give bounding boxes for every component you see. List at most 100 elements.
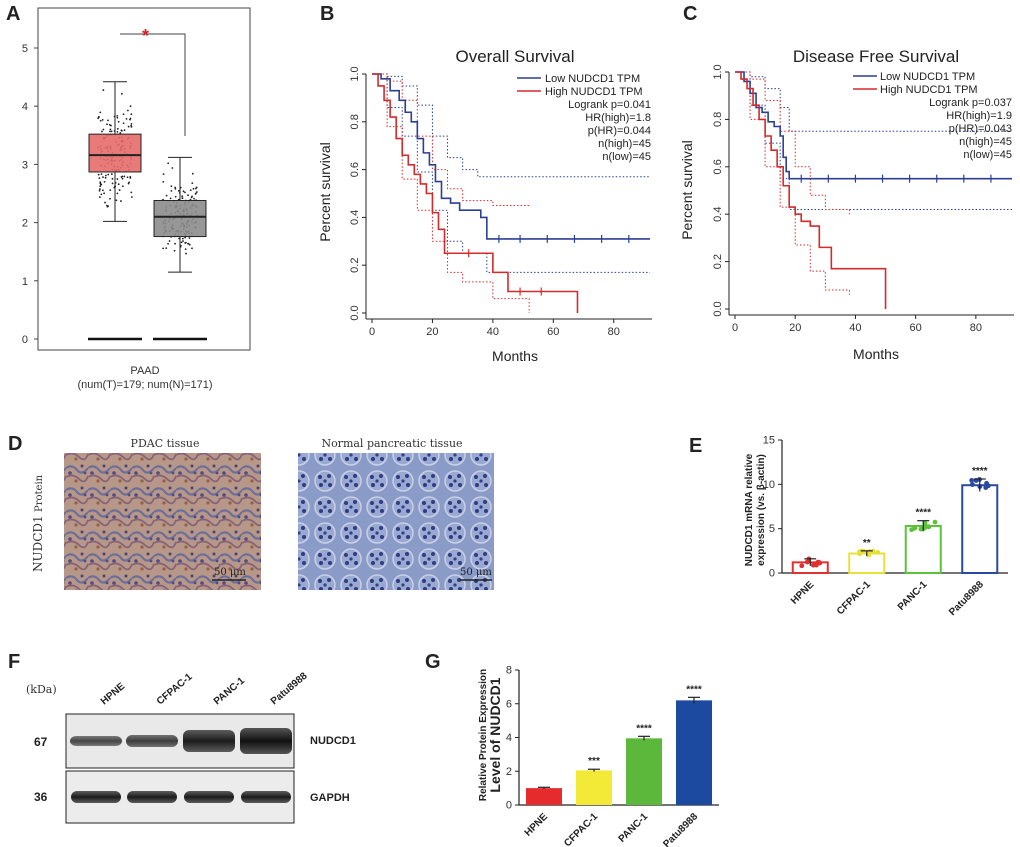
panel-a-point — [129, 105, 132, 108]
panel-a-point — [98, 196, 101, 198]
survival-line — [735, 71, 887, 309]
panel-a-point — [98, 188, 101, 190]
ci-line — [735, 71, 1012, 132]
significance-label: **** — [686, 684, 702, 695]
panel-f-lane-labels: HPNE CFPAC-1 PANC-1 Patu8988 — [99, 670, 310, 707]
panel-a-point — [129, 175, 132, 178]
panel-a-point — [109, 197, 111, 200]
panel-a-point — [97, 116, 100, 119]
survival-line — [372, 73, 579, 313]
panel-a-point — [102, 189, 104, 192]
category-label: Patu8988 — [661, 811, 700, 847]
y-tick-label: 0.2 — [349, 258, 361, 273]
panel-a-point — [130, 113, 133, 116]
y-tick-label: 5 — [769, 523, 775, 535]
panel-a-boxes — [88, 81, 207, 341]
bar-point — [932, 519, 938, 525]
significance-label: *** — [588, 756, 600, 767]
panel-a-point — [162, 180, 165, 183]
panel-a-point — [167, 242, 169, 245]
band-nudcd1 — [126, 735, 178, 747]
panel-c-legend-high: High NUDCD1 TPM — [880, 84, 978, 96]
x-tick-label: 40 — [487, 326, 499, 338]
panel-a-point — [116, 116, 119, 119]
panel-a-point — [100, 183, 103, 186]
panel-a-point — [181, 237, 184, 240]
panel-a-point — [188, 243, 191, 246]
panel-e-y-label-1: NUDCD1 mRNA relative — [744, 453, 755, 566]
panel-a-point — [189, 189, 192, 192]
panel-a-point — [191, 247, 193, 250]
panel-a-y-tick-label: 0 — [22, 334, 28, 346]
panel-a-point — [121, 175, 124, 178]
survival-line — [735, 71, 1012, 180]
category-label: CFPAC-1 — [835, 579, 873, 617]
panel-a-point — [181, 197, 184, 200]
bar-point — [799, 563, 805, 569]
panel-b-series — [372, 73, 650, 313]
panel-e-bars: HPNE ** CFPAC-1 **** PANC-1 **** Patu8988 — [789, 466, 999, 618]
panel-a-point — [122, 122, 125, 125]
panel-a-point — [115, 199, 118, 202]
panel-g-bars: HPNE *** CFPAC-1 **** PANC-1 **** Patu8988 — [523, 684, 712, 847]
ci-line — [735, 71, 850, 295]
x-tick-label: 0 — [369, 326, 375, 338]
panel-letter-b: B — [320, 3, 334, 25]
band-gapdh — [241, 791, 291, 803]
panel-a-point — [120, 92, 123, 95]
category-label: PANC-1 — [617, 811, 651, 845]
y-tick-label: 0.8 — [712, 112, 724, 127]
panel-a-point — [129, 117, 132, 120]
band-nudcd1 — [240, 728, 292, 754]
panel-a-point — [177, 189, 180, 192]
category-label: CFPAC-1 — [562, 811, 600, 847]
panel-a-point — [194, 187, 197, 190]
panel-a-point — [109, 130, 111, 133]
x-tick-label: 20 — [426, 326, 438, 338]
panel-c-y-label: Percent survival — [679, 140, 695, 240]
panel-a-group-sublabel: (num(T)=179; num(N)=171) — [77, 379, 212, 391]
panel-a-point — [193, 197, 195, 200]
panel-a-sig-bracket — [120, 33, 186, 136]
panel-a-y-tick-label: 2 — [22, 218, 28, 230]
panel-a-point — [121, 177, 124, 180]
panel-a-point — [170, 185, 173, 187]
panel-a-point — [110, 173, 113, 175]
panel-a-y-tick-label: 3 — [22, 159, 28, 171]
panel-f-kda: (kDa) — [26, 683, 57, 696]
panel-d-scale-right: 50 μm — [460, 567, 492, 578]
y-tick-label: 4 — [506, 732, 512, 744]
y-tick-label: 2 — [506, 766, 512, 778]
survival-line — [372, 73, 650, 240]
category-label: HPNE — [789, 579, 817, 607]
panel-a-point — [116, 115, 119, 117]
panel-a-point — [174, 187, 177, 190]
panel-c-survival: Disease Free Survival 0 20 40 60 80 0.0 0.2 0.4… — [679, 47, 1014, 362]
y-tick-label: 0.0 — [349, 305, 361, 320]
panel-d-ihc: PDAC tissue Normal pancreatic tissue NUD… — [31, 437, 494, 590]
panel-a-point — [123, 129, 126, 132]
panel-a-point — [122, 113, 125, 116]
ci-line — [372, 73, 650, 273]
panel-b-stat-nhigh: n(high)=45 — [598, 138, 651, 150]
panel-a-point — [182, 190, 185, 193]
panel-a-point — [165, 247, 168, 250]
panel-a-point — [102, 176, 104, 179]
y-tick-label: 1.0 — [349, 66, 361, 81]
panel-c-series — [735, 71, 1012, 309]
panel-a-point — [131, 196, 133, 198]
x-tick-label: 0 — [732, 322, 738, 334]
panel-a-boxplot: 0 1 2 3 4 5 * PAAD (num(T)=179; num(N)=171) — [22, 7, 251, 391]
panel-letter-f: F — [8, 651, 20, 673]
panel-a-point — [107, 119, 109, 122]
panel-a-point — [165, 194, 168, 197]
panel-a-point — [104, 174, 107, 177]
panel-a-point — [111, 177, 114, 180]
panel-a-point — [121, 185, 124, 188]
x-tick-label: 80 — [970, 322, 982, 334]
panel-letter-a: A — [6, 3, 20, 25]
panel-f-bands — [70, 728, 292, 803]
panel-a-y-tick-label: 5 — [22, 43, 28, 55]
panel-a-point — [110, 124, 112, 127]
